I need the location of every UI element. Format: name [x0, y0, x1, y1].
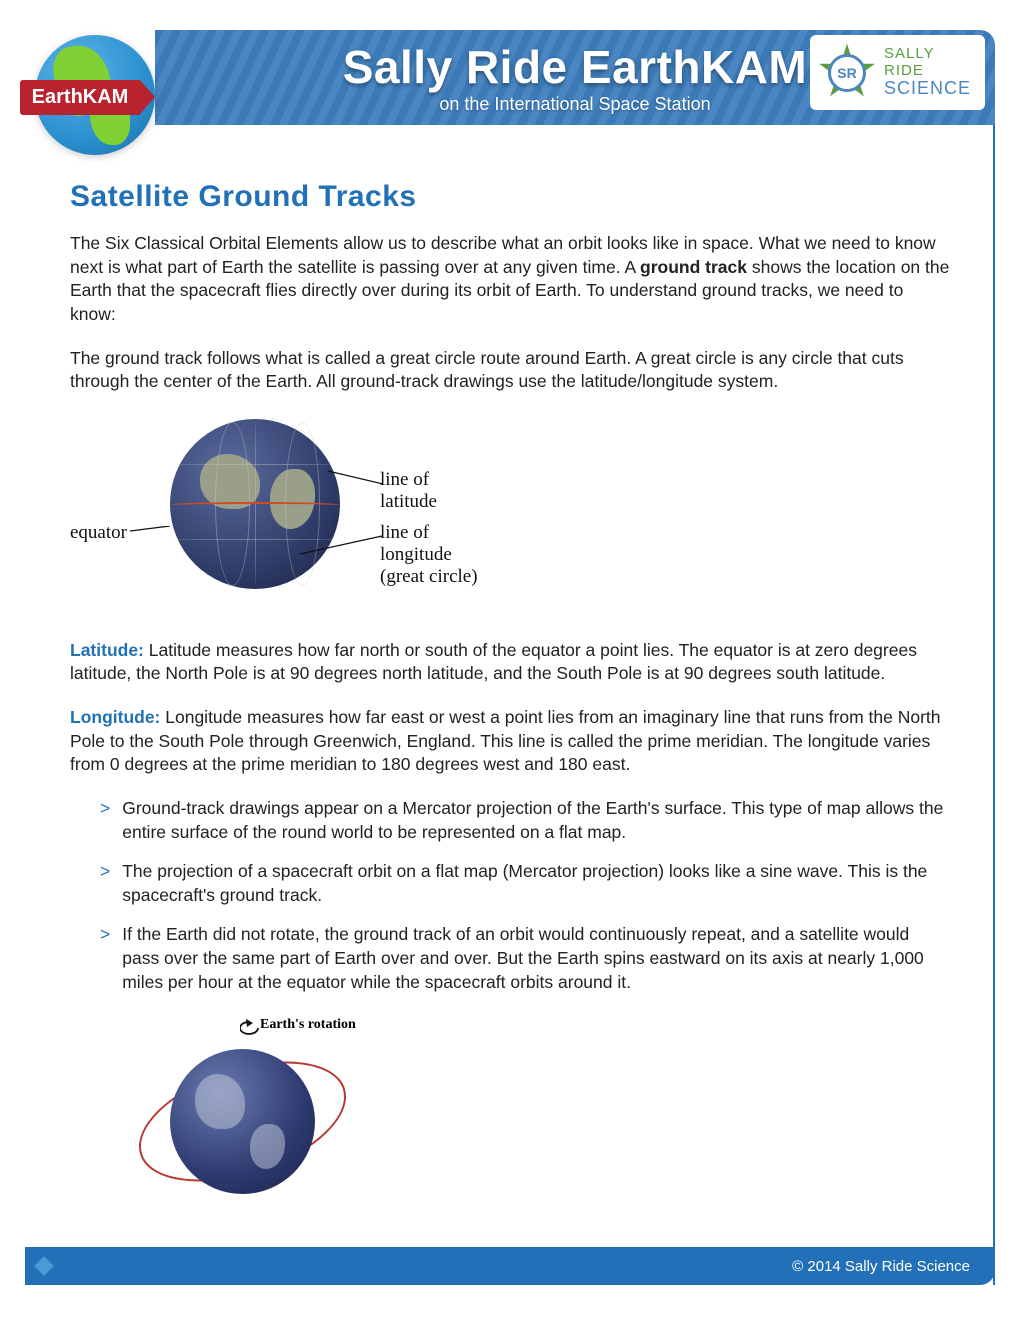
list-item: > If the Earth did not rotate, the groun…	[100, 923, 950, 994]
bullet-text: If the Earth did not rotate, the ground …	[122, 923, 950, 994]
pointer-line	[300, 534, 382, 559]
latitude-term: Latitude:	[70, 640, 144, 660]
rotation-label: Earth's rotation	[260, 1017, 356, 1033]
bullet-mark: >	[100, 923, 110, 994]
sr-logo-line2: SCIENCE	[884, 79, 977, 99]
earthkam-logo: EarthKAM	[25, 20, 160, 155]
globe-icon	[170, 1049, 315, 1194]
sr-star-badge: SR	[818, 44, 876, 102]
ground-track-term: ground track	[640, 257, 747, 277]
bullet-text: The projection of a spacecraft orbit on …	[122, 860, 950, 907]
bullet-text: Ground-track drawings appear on a Mercat…	[122, 797, 950, 844]
section-title: Satellite Ground Tracks	[70, 180, 950, 214]
rotation-arrow-icon	[240, 1019, 262, 1042]
document-body: Satellite Ground Tracks The Six Classica…	[45, 125, 975, 1214]
pointer-line	[130, 526, 175, 536]
list-item: > Ground-track drawings appear on a Merc…	[100, 797, 950, 844]
longitude-text: Longitude measures how far east or west …	[70, 707, 941, 774]
intro-paragraph-1: The Six Classical Orbital Elements allow…	[70, 232, 950, 327]
longitude-term: Longitude:	[70, 707, 160, 727]
bullet-mark: >	[100, 797, 110, 844]
longitude-label-3: (great circle)	[380, 566, 478, 588]
header-title: Sally Ride EarthKAM	[343, 40, 808, 94]
side-rule	[993, 125, 995, 1285]
equator-line	[170, 502, 340, 508]
intro-paragraph-2: The ground track follows what is called …	[70, 347, 950, 394]
longitude-label-1: line of	[380, 522, 429, 544]
copyright-text: © 2014 Sally Ride Science	[792, 1258, 970, 1275]
header-subtitle: on the International Space Station	[439, 94, 710, 115]
globe-latitude-longitude-diagram: equator line of latitude line of longitu…	[70, 414, 490, 619]
equator-label: equator	[70, 522, 127, 544]
bullet-list: > Ground-track drawings appear on a Merc…	[100, 797, 950, 994]
latitude-label-2: latitude	[380, 491, 437, 513]
logo-ribbon-text: EarthKAM	[20, 80, 140, 115]
longitude-definition: Longitude: Longitude measures how far ea…	[70, 706, 950, 777]
longitude-label-2: longitude	[380, 544, 452, 566]
footer-bar: © 2014 Sally Ride Science	[25, 1247, 995, 1285]
list-item: > The projection of a spacecraft orbit o…	[100, 860, 950, 907]
sally-ride-science-logo: SR SALLY RIDE SCIENCE	[810, 35, 985, 110]
latitude-text: Latitude measures how far north or south…	[70, 640, 917, 684]
sr-badge-text: SR	[828, 54, 866, 92]
earth-rotation-orbit-diagram: Earth's rotation	[125, 1014, 385, 1214]
pointer-line	[328, 469, 383, 489]
bullet-mark: >	[100, 860, 110, 907]
sr-logo-line1: SALLY RIDE	[884, 46, 977, 79]
latitude-definition: Latitude: Latitude measures how far nort…	[70, 639, 950, 686]
latitude-label-1: line of	[380, 469, 429, 491]
